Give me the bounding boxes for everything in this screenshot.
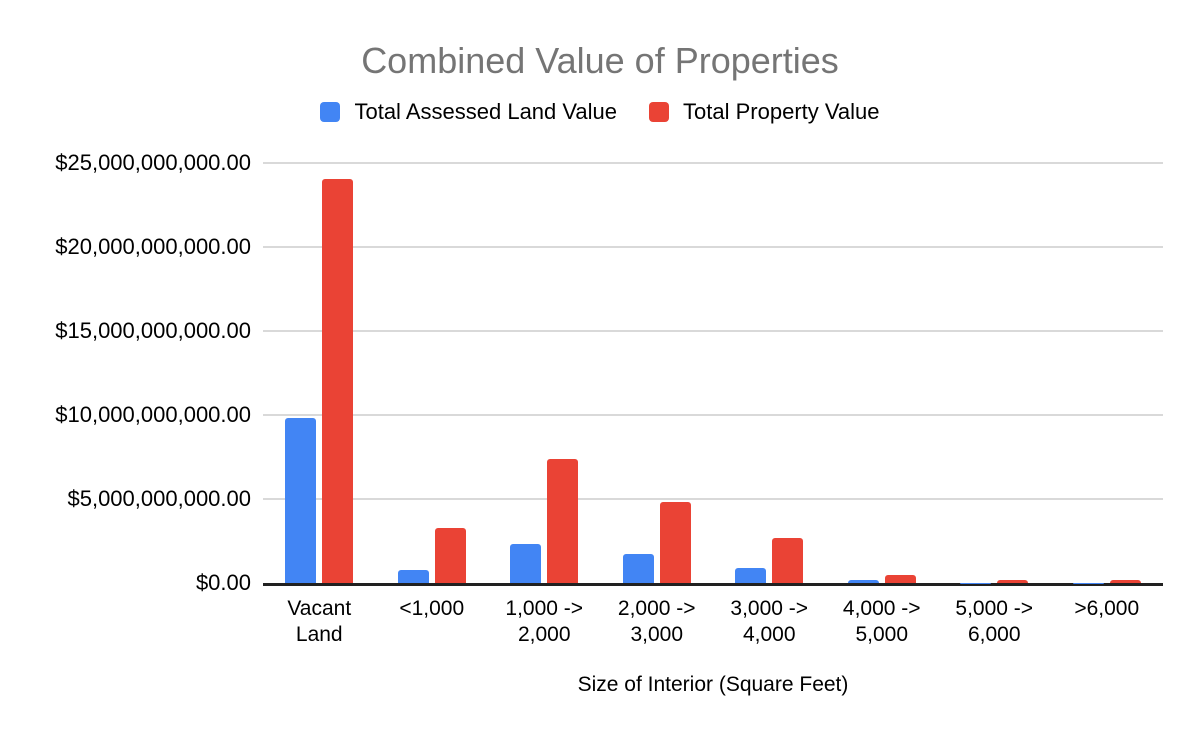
bar-total-assessed-land-value	[847, 580, 879, 583]
x-tick-label: >6,000	[1074, 597, 1140, 620]
legend-item-assessed-land-value: Total Assessed Land Value	[320, 99, 617, 125]
bar-total-assessed-land-value	[735, 567, 767, 583]
gridline	[263, 162, 1163, 164]
bar-total-assessed-land-value	[622, 554, 654, 583]
x-axis-line	[263, 583, 1163, 586]
y-tick-label: $20,000,000,000.00	[55, 234, 251, 259]
bar-total-property-value	[659, 501, 691, 583]
y-tick-label: $10,000,000,000.00	[55, 402, 251, 427]
x-tick-label: 5,000 -> 6,000	[955, 597, 1034, 646]
bar-total-property-value	[322, 178, 354, 583]
legend-label-property-value: Total Property Value	[683, 99, 880, 124]
legend: Total Assessed Land Value Total Property…	[0, 99, 1200, 125]
bar-total-assessed-land-value	[510, 544, 542, 583]
x-tick-label: Vacant Land	[287, 597, 352, 646]
bar-total-property-value	[1109, 580, 1141, 583]
gridline	[263, 330, 1163, 332]
bar-total-property-value	[997, 580, 1029, 583]
gridline	[263, 246, 1163, 248]
y-tick-label: $0.00	[195, 570, 251, 595]
x-tick-label: 2,000 -> 3,000	[617, 597, 696, 646]
y-tick-label: $5,000,000,000.00	[67, 486, 251, 511]
y-tick-label: $25,000,000,000.00	[55, 150, 251, 175]
gridline	[263, 414, 1163, 416]
legend-item-property-value: Total Property Value	[649, 99, 880, 125]
bar-total-property-value	[547, 458, 579, 583]
x-tick-label: 3,000 -> 4,000	[730, 597, 809, 646]
x-tick-label: 1,000 -> 2,000	[505, 597, 584, 646]
chart-title: Combined Value of Properties	[361, 40, 839, 81]
gridline	[263, 498, 1163, 500]
x-tick-label: 4,000 -> 5,000	[842, 597, 921, 646]
bar-total-assessed-land-value	[285, 417, 317, 583]
bar-total-property-value	[772, 537, 804, 583]
x-tick-label: <1,000	[399, 597, 465, 620]
bar-total-assessed-land-value	[397, 570, 429, 583]
plot-area: Size of Interior (Square Feet) $0.00 $5,0…	[55, 150, 1163, 696]
y-tick-label: $15,000,000,000.00	[55, 318, 251, 343]
legend-swatch-property-value	[649, 102, 670, 122]
x-axis-title: Size of Interior (Square Feet)	[577, 673, 849, 696]
legend-swatch-assessed-land-value	[320, 102, 341, 122]
bar-total-property-value	[884, 575, 916, 583]
bar-total-property-value	[434, 528, 466, 583]
legend-label-assessed-land-value: Total Assessed Land Value	[354, 99, 618, 124]
